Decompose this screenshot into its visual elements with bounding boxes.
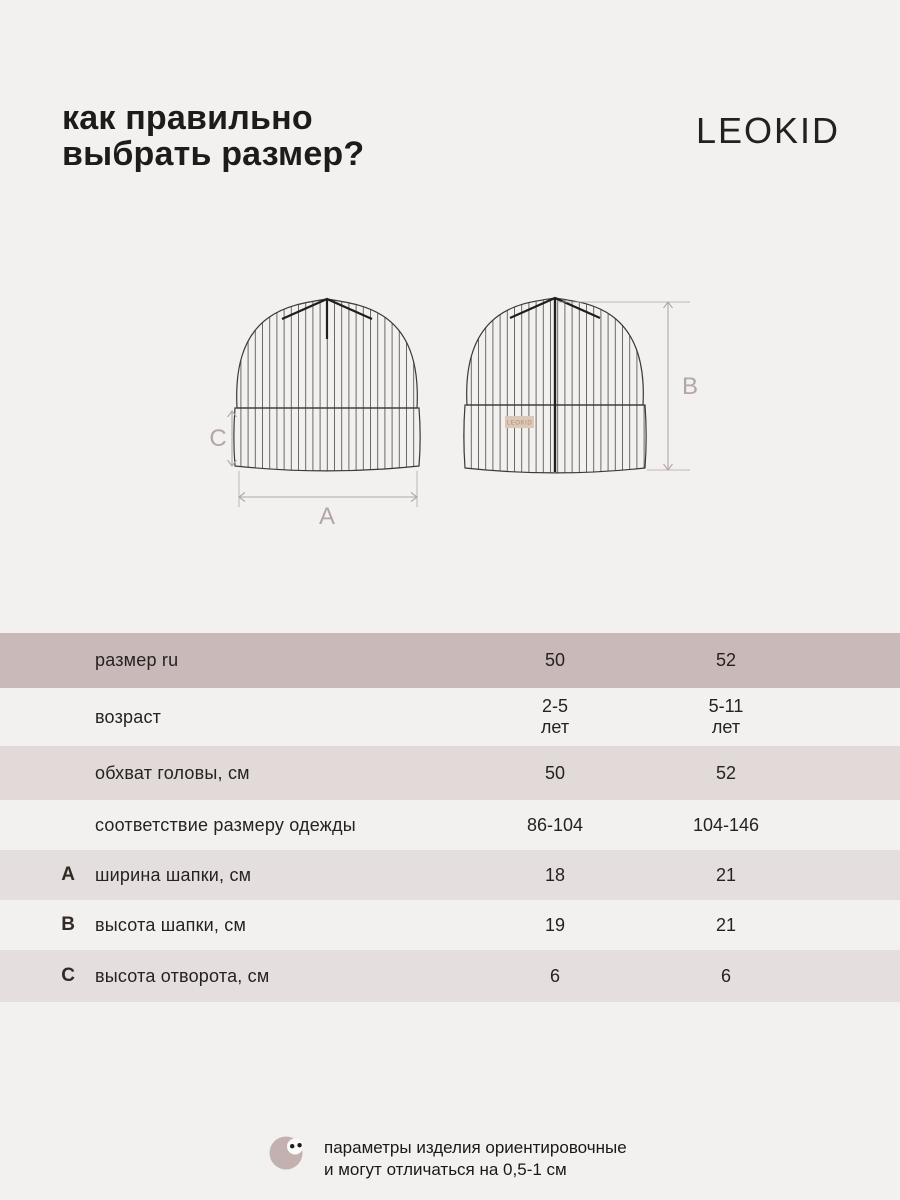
table-row: B высота шапки, см 19 21	[0, 900, 900, 950]
footnote: параметры изделия ориентировочные и могу…	[268, 1135, 627, 1181]
hat-front-illustration	[233, 297, 421, 472]
row-dimension-letter: C	[61, 965, 75, 986]
dimension-b-arrow	[557, 301, 690, 471]
hat-measurement-diagram: LEOKID C A B	[209, 296, 698, 530]
dimension-a-label: A	[319, 503, 335, 530]
row-label: возраст	[95, 706, 162, 727]
row-dimension-letter: A	[61, 864, 75, 885]
row-value-size-52: 5-11 лет	[708, 696, 744, 737]
hat-brand-patch: LEOKID	[505, 416, 534, 428]
row-value-size-52: 104-146	[692, 814, 760, 835]
table-row: C высота отворота, см 6 6	[0, 950, 900, 1002]
dimension-c-arrow	[227, 410, 237, 467]
row-value-size-50: 50	[544, 762, 566, 783]
table-row: обхват головы, см 50 52	[0, 746, 900, 800]
size-table: размер ru 50 52 возраст 2-5 лет 5-11 лет…	[0, 633, 900, 1002]
hat-back-illustration: LEOKID	[463, 296, 647, 474]
row-value-size-50: 86-104	[526, 814, 584, 835]
row-value-size-50: 50	[544, 650, 566, 670]
row-value-size-52: 21	[715, 864, 737, 885]
footnote-text: параметры изделия ориентировочные и могу…	[324, 1138, 627, 1179]
table-row: размер ru 50 52	[0, 633, 900, 688]
row-value-size-50: 6	[549, 965, 560, 986]
row-value-size-52: 52	[715, 650, 737, 670]
row-label: высота шапки, см	[95, 914, 247, 935]
page-title: как правильно выбрать размер?	[62, 99, 365, 173]
table-row: соответствие размеру одежды 86-104 104-1…	[0, 800, 900, 850]
row-label: ширина шапки, см	[95, 864, 252, 885]
brand-logo: LEOKID	[695, 110, 840, 151]
row-dimension-letter: B	[61, 914, 75, 935]
dimension-b-label: B	[682, 373, 698, 400]
row-value-size-52: 52	[715, 762, 737, 783]
row-value-size-50: 2-5 лет	[540, 696, 570, 737]
dimension-c-label: C	[209, 425, 226, 452]
row-label: высота отворота, см	[95, 965, 270, 986]
table-row: возраст 2-5 лет 5-11 лет	[0, 688, 900, 746]
row-value-size-52: 6	[720, 965, 731, 986]
dimension-a-arrow	[238, 471, 418, 507]
row-value-size-52: 21	[715, 914, 737, 935]
mascot-face-icon	[269, 1136, 303, 1170]
row-label: обхват головы, см	[95, 762, 250, 783]
row-label: соответствие размеру одежды	[95, 814, 356, 835]
table-row: A ширина шапки, см 18 21	[0, 850, 900, 900]
hat-brand-patch-label: LEOKID	[507, 421, 533, 427]
row-value-size-50: 19	[544, 914, 566, 935]
row-label: размер ru	[95, 650, 179, 670]
row-value-size-50: 18	[544, 864, 566, 885]
